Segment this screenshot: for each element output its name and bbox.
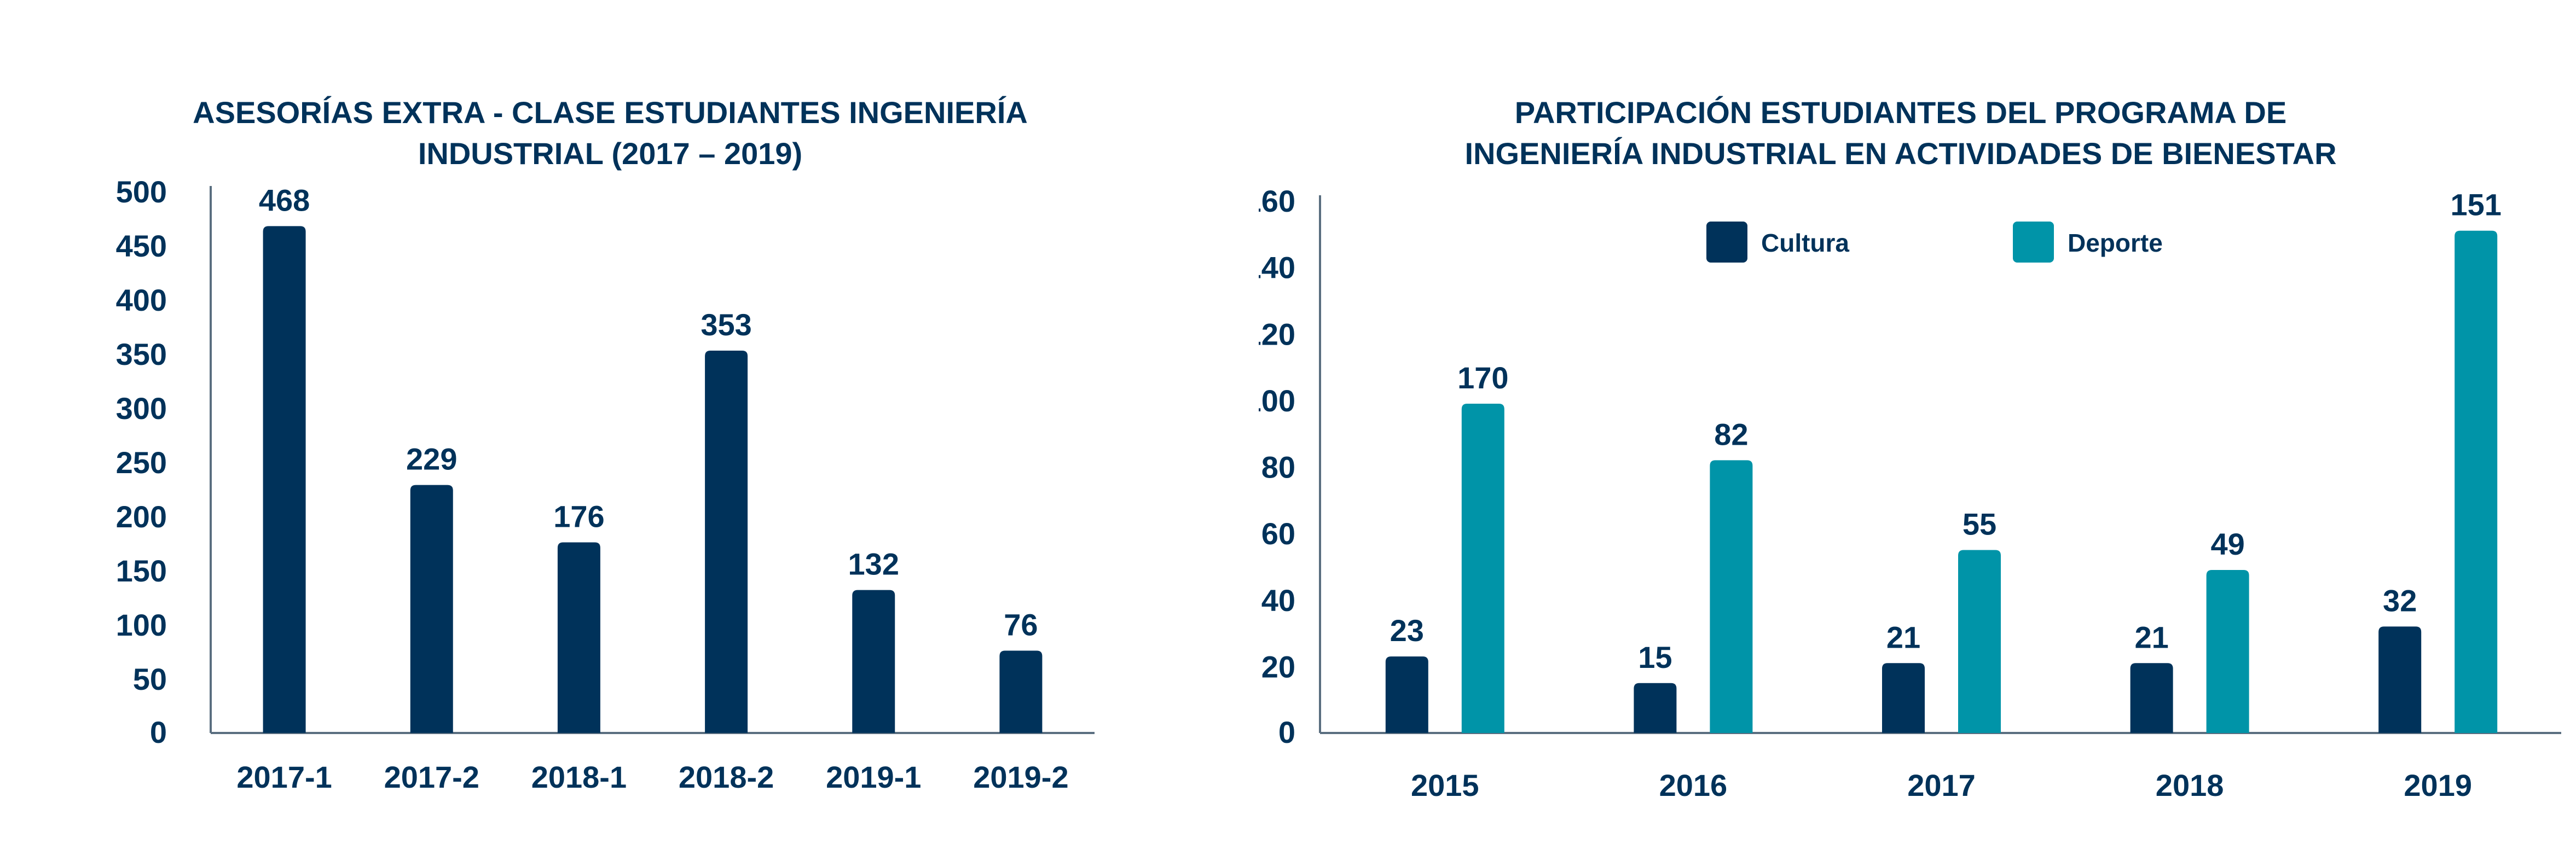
chart-asesorias: ASESORÍAS EXTRA - CLASE ESTUDIANTES INGE… [116, 95, 1095, 794]
y-tick-label: 100 [116, 608, 167, 642]
data-label: 32 [2383, 583, 2417, 618]
data-label: 23 [1390, 613, 1424, 648]
y-tick-label: 350 [116, 337, 167, 371]
data-label: 76 [1004, 608, 1038, 642]
y-tick-label: 40 [1261, 583, 1295, 618]
data-label: 176 [553, 499, 604, 534]
legend-swatch-deporte [2013, 222, 2054, 263]
data-label: 15 [1638, 640, 1672, 674]
x-tick-label: 2016 [1659, 768, 1728, 802]
y-tick-label: 80 [1261, 450, 1295, 485]
chart-title-line: INDUSTRIAL (2017 – 2019) [418, 136, 802, 171]
x-tick-label: 2018-1 [531, 760, 627, 794]
bar-cultura-2015 [1385, 656, 1428, 733]
bar-deporte-2018 [2206, 570, 2249, 733]
y-tick-label: 200 [116, 499, 167, 534]
chart-title-line: INGENIERÍA INDUSTRIAL EN ACTIVIDADES DE … [1464, 136, 2336, 171]
y-tick-label: 0 [150, 715, 167, 749]
y-tick-label: 20 [1261, 649, 1295, 684]
bar-2018-1 [557, 542, 600, 733]
data-label: 132 [848, 547, 899, 581]
y-tick-label: 140 [1259, 251, 1295, 285]
legend-label-cultura: Cultura [1761, 229, 1849, 257]
y-tick-label: 60 [1261, 516, 1295, 551]
data-label: 468 [259, 183, 310, 217]
y-tick-label: 450 [116, 229, 167, 263]
data-label: 55 [1963, 507, 1996, 542]
bar-2019-2 [999, 650, 1043, 733]
legend-label-deporte: Deporte [2068, 229, 2163, 257]
bar-2018-2 [705, 351, 748, 733]
data-label: 21 [2134, 620, 2168, 654]
chart-title-line: ASESORÍAS EXTRA - CLASE ESTUDIANTES INGE… [193, 95, 1028, 130]
bar-2019-1 [852, 590, 895, 733]
bar-deporte-2019 [2455, 230, 2498, 733]
data-label: 21 [1886, 620, 1920, 654]
y-tick-label: 0 [1278, 715, 1295, 749]
y-tick-label: 50 [133, 662, 167, 696]
y-tick-label: 160 [1259, 184, 1295, 218]
data-label: 353 [701, 307, 751, 342]
legend-swatch-cultura [1706, 222, 1747, 263]
y-tick-label: 150 [116, 554, 167, 588]
x-tick-label: 2019-1 [826, 760, 921, 794]
x-tick-label: 2018 [2156, 768, 2224, 802]
bar-cultura-2019 [2378, 626, 2422, 733]
data-label: 82 [1714, 417, 1748, 451]
bar-2017-1 [263, 226, 306, 733]
y-tick-label: 500 [116, 174, 167, 209]
bar-cultura-2018 [2130, 663, 2173, 733]
x-tick-label: 2019 [2404, 768, 2472, 802]
bar-cultura-2017 [1882, 663, 1925, 733]
x-tick-label: 2015 [1411, 768, 1479, 802]
y-tick-label: 400 [116, 283, 167, 317]
bar-deporte-2015 [1461, 403, 1504, 733]
y-tick-label: 120 [1259, 317, 1295, 351]
data-label: 229 [406, 442, 457, 476]
y-tick-label: 250 [116, 445, 167, 480]
bar-cultura-2016 [1634, 683, 1677, 733]
y-tick-label: 300 [116, 391, 167, 426]
x-tick-label: 2019-2 [973, 760, 1068, 794]
x-tick-label: 2017-2 [384, 760, 479, 794]
x-tick-label: 2017-1 [236, 760, 332, 794]
chart-title-line: PARTICIPACIÓN ESTUDIANTES DEL PROGRAMA D… [1515, 95, 2286, 130]
bar-deporte-2016 [1710, 460, 1753, 733]
data-label: 170 [1457, 360, 1508, 395]
data-label: 49 [2210, 527, 2244, 561]
bar-deporte-2017 [1958, 550, 2001, 733]
y-tick-label: 100 [1259, 383, 1295, 418]
chart-participacion: PARTICIPACIÓN ESTUDIANTES DEL PROGRAMA D… [1259, 95, 2561, 802]
data-label: 151 [2450, 188, 2501, 222]
x-tick-label: 2018-2 [679, 760, 774, 794]
bar-2017-2 [410, 485, 453, 733]
x-tick-label: 2017 [1907, 768, 1976, 802]
